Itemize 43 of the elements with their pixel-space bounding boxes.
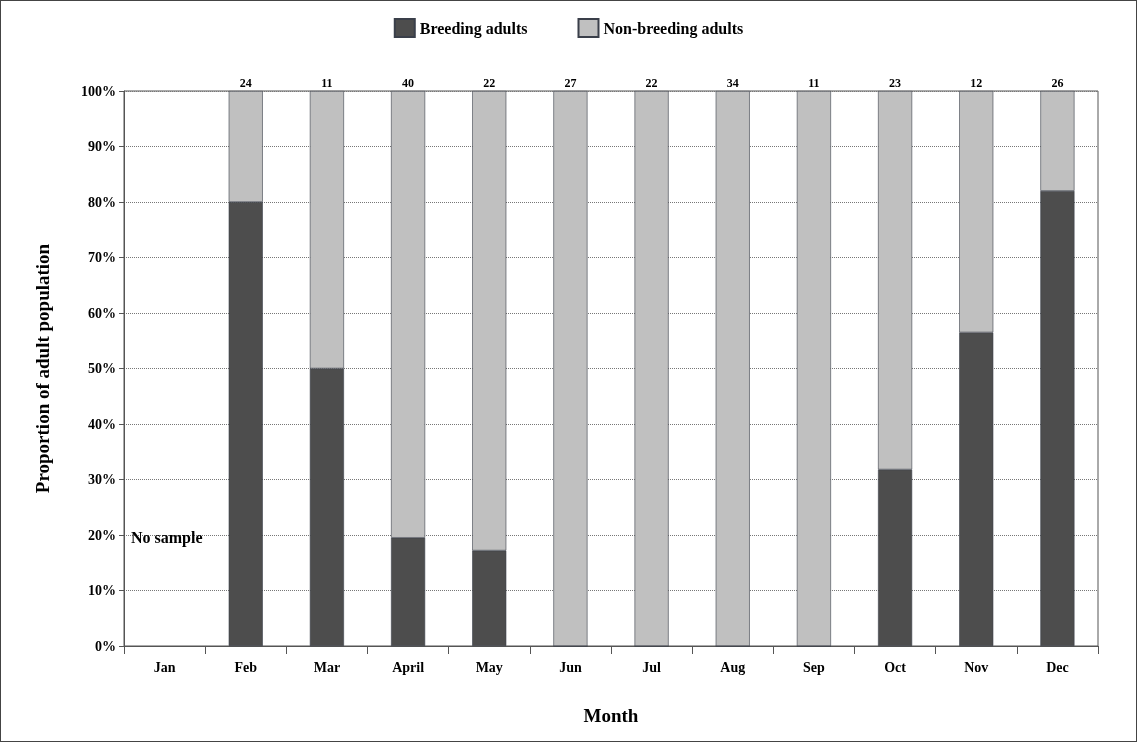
y-tick-label: 10% [88, 583, 116, 598]
annotation: 34 [726, 76, 739, 90]
bar [715, 91, 750, 646]
x-tick-label: Oct [884, 659, 907, 675]
annotation: 27 [564, 76, 577, 90]
annotation: 22 [483, 76, 496, 90]
legend-label: Non-breeding adults [603, 19, 744, 38]
y-tick-label: 60% [88, 305, 116, 321]
x-tick-label: Feb [234, 659, 258, 675]
y-tick-label: 30% [88, 472, 116, 487]
y-tick-label: 70% [88, 250, 116, 265]
x-tick-label: Nov [964, 659, 989, 675]
annotation: 12 [970, 76, 983, 90]
annotation: 23 [889, 76, 902, 90]
x-tick-label: Jul [642, 659, 662, 675]
annotation: No sample [131, 528, 203, 547]
annotation: 24 [239, 76, 252, 90]
bar [634, 91, 669, 646]
annotation: 11 [321, 76, 333, 90]
y-tick-label: 20% [88, 527, 116, 543]
y-tick-label: 0% [95, 638, 116, 654]
x-tick-label: Jan [153, 659, 176, 675]
y-tick-label: 50% [88, 361, 116, 376]
x-tick-label: May [475, 659, 503, 675]
bar [796, 91, 831, 646]
y-tick-label: 40% [88, 416, 116, 432]
annotation: 26 [1051, 76, 1064, 90]
x-tick-label: April [392, 659, 425, 675]
x-tick-label: Jun [559, 659, 582, 675]
annotation: 40 [402, 76, 415, 90]
annotation: 11 [808, 76, 820, 90]
y-tick-label: 90% [88, 139, 116, 154]
x-tick-label: Mar [313, 659, 341, 675]
x-tick-label: Dec [1046, 659, 1069, 675]
annotation: 22 [645, 76, 658, 90]
y-axis-title: Proportion of adult population [32, 243, 53, 494]
y-tick-label: 100% [81, 83, 116, 99]
y-tick-label: 80% [88, 194, 116, 210]
legend-label: Breeding adults [419, 19, 528, 38]
x-tick-label: Sep [803, 659, 826, 675]
x-axis-title: Month [583, 705, 639, 726]
bar [553, 91, 588, 646]
x-tick-label: Aug [720, 659, 746, 675]
